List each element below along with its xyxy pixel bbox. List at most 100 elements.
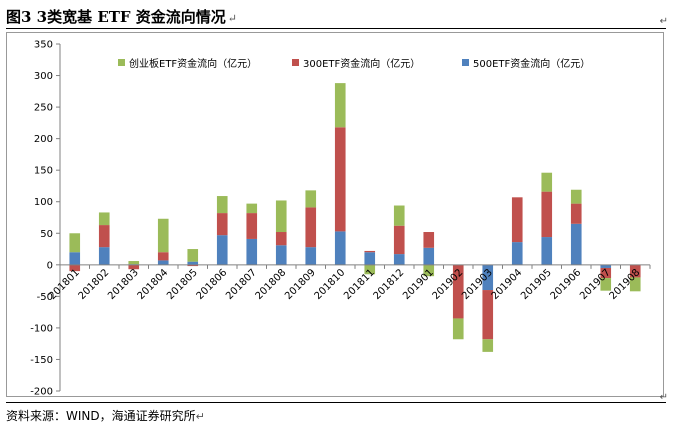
- bar-segment: [393, 205, 405, 226]
- x-tick-label: 201811: [342, 267, 377, 302]
- bar-segment: [334, 127, 346, 232]
- y-tick-label: 200: [34, 134, 53, 145]
- x-tick-label: 201812: [372, 267, 407, 302]
- legend-swatch: [118, 59, 125, 66]
- x-tick-label: 201801: [47, 267, 82, 302]
- source-note: 资料来源：WIND，海通证券研究所↵: [6, 407, 205, 424]
- y-tick-label: 150: [34, 166, 53, 177]
- bar-chart: -200 -150 -100 -50 0 50 100 150 200 250 300 350 2018…: [30, 40, 651, 398]
- y-tick-label: 50: [40, 229, 53, 240]
- x-tick-label: 201804: [136, 267, 171, 302]
- bar-segment: [187, 249, 199, 262]
- return-mark-icon: ↵: [227, 12, 238, 25]
- x-tick-label: 201806: [195, 267, 230, 302]
- chart-title: 图3 3类宽基 ETF 资金流向情况 ↵: [6, 6, 237, 27]
- bar-segment: [570, 189, 582, 204]
- bar-segment: [157, 218, 169, 253]
- bar-segment: [275, 245, 287, 265]
- bar-segment: [246, 238, 258, 265]
- bar-segment: [305, 190, 317, 208]
- y-tick-label: -50: [37, 292, 53, 303]
- bar-segment: [305, 207, 317, 248]
- chart-title-text: 图3 3类宽基 ETF 资金流向情况: [6, 8, 226, 26]
- bar-segment: [128, 264, 140, 270]
- x-tick-label: 201906: [549, 267, 584, 302]
- x-tick-label: 201802: [77, 267, 112, 302]
- bar-segment: [187, 261, 199, 265]
- bar-segment: [452, 264, 464, 319]
- bar-segment: [629, 264, 641, 278]
- bar-segment: [334, 231, 346, 265]
- bar-segment: [600, 264, 612, 268]
- bar-segment: [452, 318, 464, 340]
- bar-segment: [511, 242, 523, 265]
- bar-segment: [69, 252, 81, 265]
- bar-segment: [511, 197, 523, 243]
- bar-segment: [216, 196, 228, 214]
- legend-item: 创业板ETF资金流向（亿元）: [118, 55, 257, 70]
- legend-label: 创业板ETF资金流向（亿元）: [129, 59, 258, 70]
- bar-segment: [305, 247, 317, 265]
- x-tick-label: 201807: [224, 267, 259, 302]
- footer-rule: [6, 402, 666, 403]
- y-tick-label: 0: [47, 260, 53, 271]
- return-mark-icon: ↵: [659, 16, 668, 27]
- bar-segment: [423, 247, 435, 265]
- bar-segment: [423, 232, 435, 248]
- bar-segment: [541, 237, 553, 265]
- bar-segment: [482, 264, 494, 291]
- x-tick-label: 201803: [106, 267, 141, 302]
- bar-segment: [69, 264, 81, 272]
- bar-segment: [69, 233, 81, 253]
- y-tick-label: 250: [34, 103, 53, 114]
- source-text: 资料来源：WIND，海通证券研究所: [6, 409, 196, 423]
- legend-swatch: [292, 59, 299, 66]
- bar-segment: [157, 260, 169, 265]
- bar-segment: [364, 250, 376, 253]
- y-tick-label: 100: [34, 197, 53, 208]
- bar-segment: [364, 252, 376, 265]
- bar-segment: [482, 290, 494, 340]
- bar-segment: [482, 339, 494, 352]
- bar-segment: [246, 213, 258, 239]
- y-tick-label: 300: [34, 71, 53, 82]
- bar-segment: [98, 212, 110, 226]
- y-tick-label: -100: [30, 323, 53, 334]
- bar-segment: [393, 254, 405, 265]
- x-tick-label: 201805: [165, 267, 200, 302]
- legend-swatch: [462, 59, 469, 66]
- bar-segment: [128, 261, 140, 265]
- bar-segment: [364, 264, 376, 275]
- bar-segment: [629, 277, 641, 292]
- bar-segment: [216, 213, 228, 236]
- bar-segment: [334, 83, 346, 128]
- bar-segment: [541, 191, 553, 238]
- bar-segment: [541, 172, 553, 192]
- y-tick-label: 350: [34, 40, 53, 51]
- x-tick-label: 201905: [519, 267, 554, 302]
- bar-segment: [393, 225, 405, 255]
- bar-segment: [98, 247, 110, 265]
- bar-segment: [570, 203, 582, 224]
- y-tick-label: -200: [30, 387, 53, 398]
- bar-segment: [157, 252, 169, 261]
- y-tick-label: -150: [30, 355, 53, 366]
- bar-segment: [600, 267, 612, 279]
- bar-segment: [275, 200, 287, 233]
- return-mark-icon: ↵: [659, 392, 668, 403]
- bar-segment: [98, 225, 110, 248]
- bar-segment: [275, 232, 287, 246]
- bar-segment: [570, 223, 582, 265]
- x-tick-label: 201904: [490, 267, 525, 302]
- bar-segment: [187, 264, 199, 267]
- legend-item: 500ETF资金流向（亿元）: [462, 55, 590, 70]
- title-rule: [6, 28, 666, 29]
- chart-frame: [6, 32, 664, 397]
- x-tick-label: 201808: [254, 267, 289, 302]
- return-mark-icon: ↵: [195, 410, 205, 423]
- bar-segment: [423, 264, 435, 277]
- x-tick-label: 201809: [283, 267, 318, 302]
- legend-item: 300ETF资金流向（亿元）: [292, 55, 420, 70]
- x-tick-label: 201810: [313, 267, 348, 302]
- bar-segment: [246, 203, 258, 214]
